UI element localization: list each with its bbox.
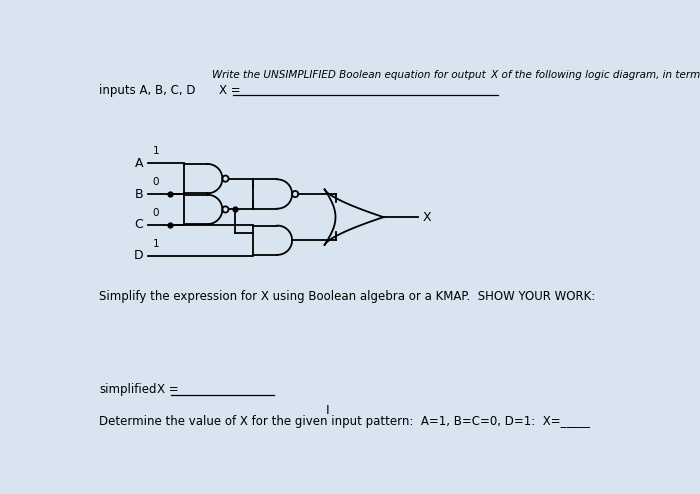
Text: simplified: simplified — [99, 383, 157, 396]
Text: Write the UNSIMPLIFIED Boolean equation for output  X of the following logic dia: Write the UNSIMPLIFIED Boolean equation … — [211, 70, 700, 80]
Text: X =: X = — [158, 383, 183, 396]
Text: X =: X = — [219, 84, 241, 97]
Text: 0: 0 — [153, 208, 159, 218]
Text: inputs A, B, C, D: inputs A, B, C, D — [99, 84, 195, 97]
Text: 1: 1 — [153, 146, 159, 156]
Text: I: I — [326, 404, 330, 417]
Text: D: D — [134, 249, 143, 262]
Text: Determine the value of X for the given input pattern:  A=1, B=C=0, D=1:  X=_____: Determine the value of X for the given i… — [99, 415, 590, 428]
Text: X: X — [422, 210, 431, 224]
Text: Simplify the expression for X using Boolean algebra or a KMAP.  SHOW YOUR WORK:: Simplify the expression for X using Bool… — [99, 290, 596, 303]
Text: 0: 0 — [153, 177, 159, 187]
Text: B: B — [134, 188, 144, 201]
Text: C: C — [134, 218, 144, 231]
Text: A: A — [135, 157, 143, 170]
Text: 1: 1 — [153, 239, 159, 248]
